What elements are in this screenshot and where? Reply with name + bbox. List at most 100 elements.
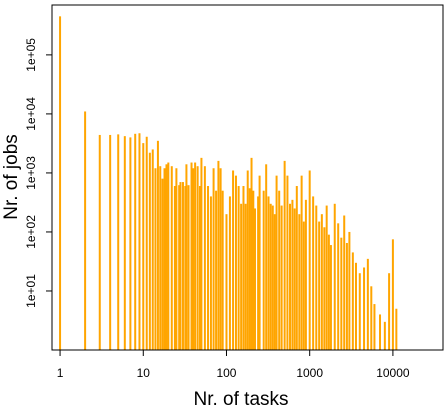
bar (395, 308, 398, 350)
bar (373, 304, 376, 350)
bar (318, 221, 321, 350)
bar (348, 231, 351, 350)
bar (198, 186, 201, 350)
bar (269, 203, 272, 350)
bar (370, 286, 373, 350)
bar (134, 133, 137, 350)
bar (298, 214, 301, 350)
bar (151, 149, 154, 350)
bar (246, 170, 249, 350)
bar (253, 208, 256, 350)
bar (300, 175, 303, 350)
x-tick-label: 1000 (296, 366, 323, 380)
bar (283, 160, 286, 350)
bar (293, 208, 296, 350)
bar (228, 196, 231, 350)
bar (333, 203, 336, 350)
bar (185, 164, 188, 350)
bar (351, 252, 354, 350)
bar (379, 314, 382, 350)
y-axis-title: Nr. of jobs (1, 134, 22, 220)
bar (278, 190, 281, 350)
bar (217, 160, 220, 350)
bar (145, 136, 148, 350)
bar (327, 234, 330, 350)
bar (308, 170, 311, 350)
bar (167, 162, 170, 350)
bar (323, 227, 326, 350)
bar (179, 182, 182, 350)
bar (138, 133, 141, 350)
bar (262, 190, 265, 350)
bar (181, 182, 184, 350)
bar (329, 245, 332, 350)
bar (383, 321, 386, 350)
bar (225, 214, 228, 350)
bar (252, 190, 255, 350)
bar (159, 166, 162, 350)
bar (257, 196, 260, 350)
bar (343, 215, 346, 350)
bar (175, 168, 178, 350)
bar (291, 199, 294, 350)
bar (280, 205, 283, 350)
y-axis: 1e+01 1e+02 1e+03 1e+04 1e+05 (24, 38, 52, 308)
bar (154, 168, 157, 350)
bar (366, 258, 369, 350)
bar (242, 186, 245, 350)
x-axis: 1 10 100 1000 10000 (57, 350, 410, 380)
bar (232, 170, 235, 350)
bar (196, 166, 199, 350)
y-tick-label: 1e+05 (24, 38, 38, 72)
bar (240, 203, 243, 350)
bar (358, 273, 361, 350)
x-tick-label: 10 (137, 366, 151, 380)
bar (391, 239, 394, 350)
bar (273, 214, 276, 350)
bar (192, 168, 195, 350)
bar (345, 242, 348, 350)
bar (123, 136, 126, 350)
bar (178, 185, 181, 350)
bar (248, 188, 251, 350)
bar (109, 134, 112, 350)
bar (302, 221, 305, 350)
bar (215, 190, 218, 350)
bar (165, 164, 168, 350)
bar (304, 199, 307, 350)
bar (173, 186, 176, 350)
bar (337, 223, 340, 350)
bar (161, 178, 164, 350)
bar (98, 134, 101, 350)
bar (325, 205, 328, 350)
bar (340, 237, 343, 350)
x-tick-label: 1 (57, 366, 64, 380)
bar (203, 166, 206, 350)
bar (187, 185, 190, 350)
y-tick-label: 1e+01 (24, 274, 38, 308)
bar (194, 162, 197, 350)
bar (219, 168, 222, 350)
bar (190, 162, 193, 350)
bar (320, 214, 323, 350)
bar (271, 205, 274, 350)
bar (363, 267, 366, 350)
x-tick-label: 100 (216, 366, 236, 380)
bar (209, 196, 212, 350)
bar (117, 134, 120, 350)
bar (142, 143, 145, 350)
bar (275, 175, 278, 350)
bar (244, 203, 247, 350)
bar (200, 157, 203, 350)
plot-frame (51, 4, 444, 351)
x-tick-label: 10000 (376, 366, 410, 380)
bar (250, 157, 253, 350)
y-tick-label: 1e+03 (24, 156, 38, 190)
bar (163, 168, 166, 350)
bar (388, 273, 391, 350)
bar (148, 152, 151, 350)
bar (212, 168, 215, 350)
bar (265, 164, 268, 350)
bar (354, 262, 357, 350)
